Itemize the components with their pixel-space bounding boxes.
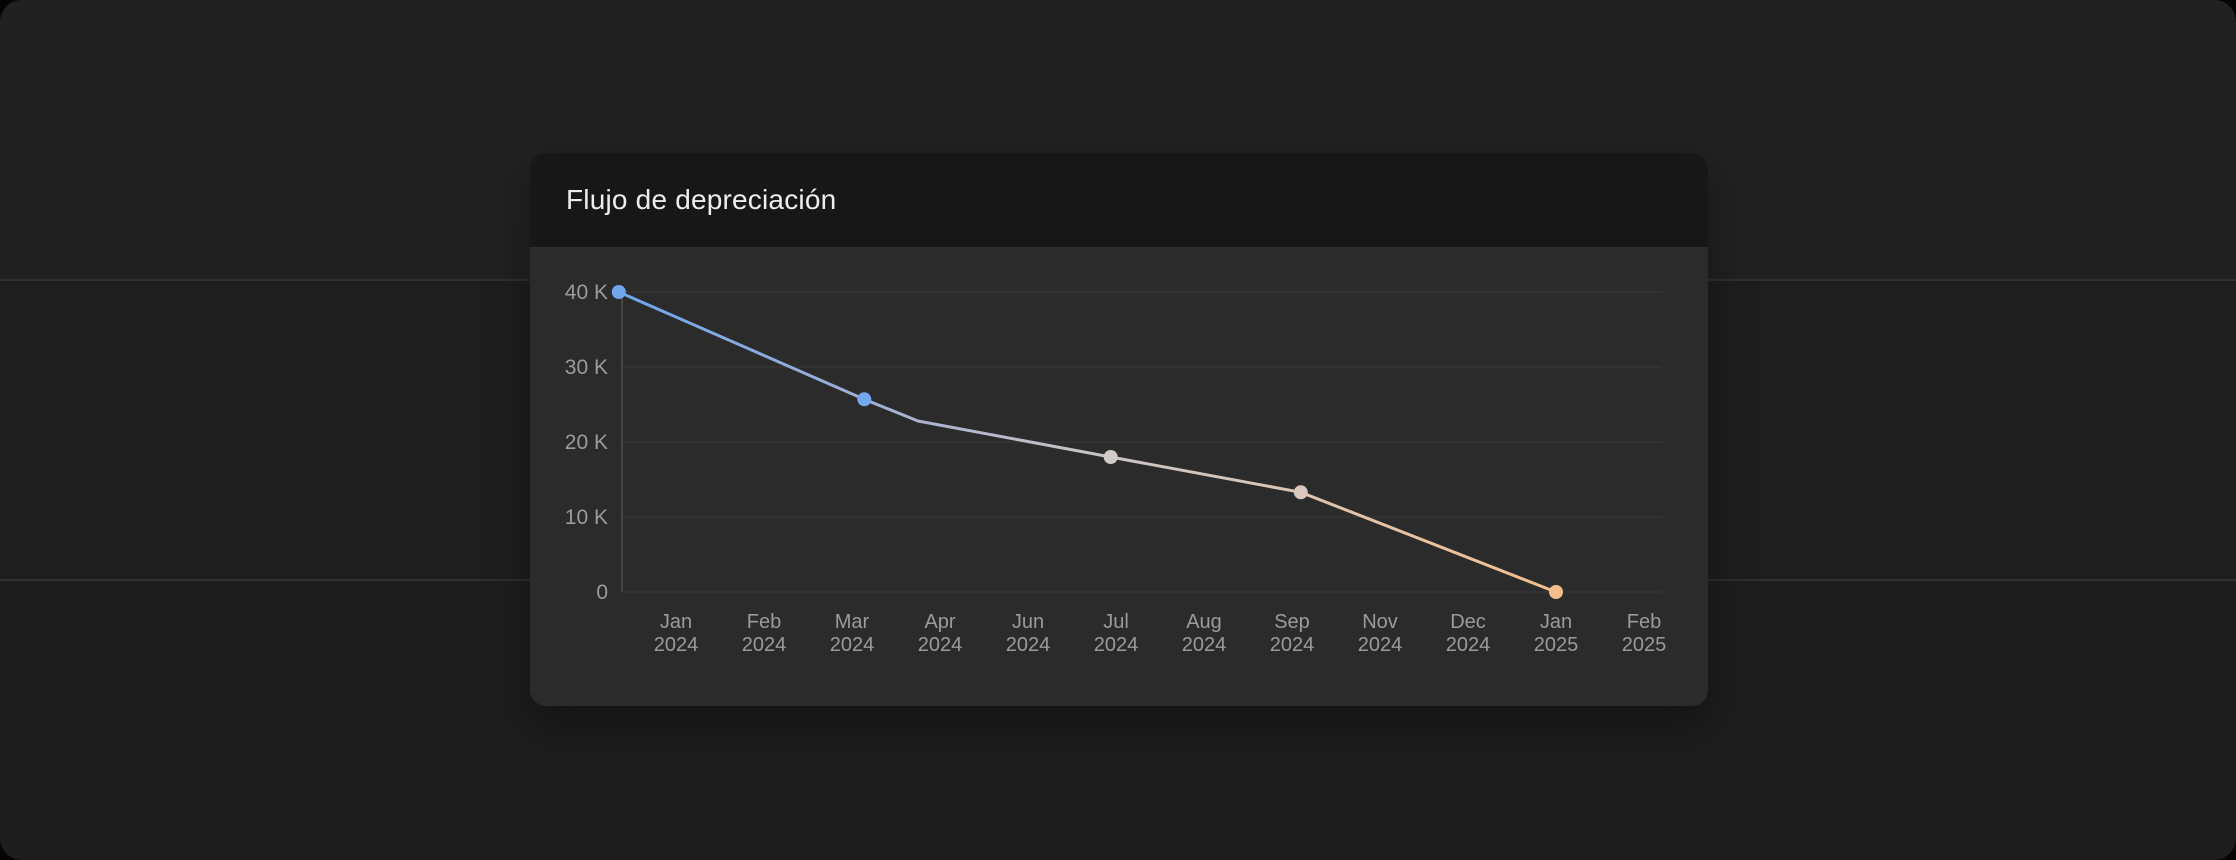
x-axis-year-label: 2024	[1446, 634, 1491, 656]
x-axis-month-label: Feb	[747, 611, 781, 633]
x-axis-year-label: 2024	[1358, 634, 1403, 656]
x-axis-year-label: 2024	[1094, 634, 1139, 656]
data-point-marker[interactable]	[1293, 485, 1308, 500]
x-axis-month-label: Mar	[835, 611, 870, 633]
x-axis-month-label: Jan	[660, 611, 692, 633]
x-axis-month-label: Aug	[1186, 611, 1222, 633]
x-axis-year-label: 2024	[1182, 634, 1227, 656]
x-axis-year-label: 2025	[1622, 634, 1667, 656]
x-axis-month-label: Jul	[1103, 611, 1129, 633]
card-title: Flujo de depreciación	[566, 184, 837, 215]
x-axis-month-label: Dec	[1450, 611, 1486, 633]
depreciation-line-chart[interactable]: 40 K30 K20 K10 K0Jan2024Feb2024Mar2024Ap…	[530, 247, 1708, 706]
data-point-marker[interactable]	[857, 392, 872, 407]
depreciation-card: Flujo de depreciación 40 K 30 K 20 K 10 K 0 J…	[530, 153, 1708, 706]
x-axis-year-label: 2024	[830, 634, 875, 656]
y-axis-label: 30 K	[565, 356, 608, 379]
y-axis-label: 40 K	[565, 281, 608, 304]
data-point-marker[interactable]	[1103, 450, 1118, 464]
y-axis-label: 0	[596, 581, 608, 604]
x-axis-year-label: 2024	[654, 634, 699, 656]
x-axis-month-label: Feb	[1627, 611, 1661, 633]
x-axis-year-label: 2024	[742, 634, 787, 656]
x-axis-month-label: Sep	[1274, 611, 1310, 633]
depreciation-chart[interactable]: 40 K 30 K 20 K 10 K 0 Jan 2024 Feb 2024 Mar 2024 Ap…	[530, 247, 1708, 706]
x-axis-month-label: Jan	[1540, 611, 1572, 633]
x-axis-month-label: Apr	[924, 611, 955, 633]
data-point-marker[interactable]	[1549, 585, 1563, 599]
y-axis-label: 20 K	[565, 431, 608, 454]
depreciation-series-line	[617, 290, 1558, 594]
card-header: Flujo de depreciación	[530, 153, 1708, 247]
y-axis-label: 10 K	[565, 506, 608, 529]
x-axis-year-label: 2024	[1006, 634, 1051, 656]
data-point-marker[interactable]	[611, 285, 626, 299]
x-axis-month-label: Nov	[1362, 611, 1398, 633]
x-axis-month-label: Jun	[1012, 611, 1044, 633]
x-axis-year-label: 2024	[1270, 634, 1315, 656]
x-axis-year-label: 2025	[1534, 634, 1579, 656]
x-axis-year-label: 2024	[918, 634, 963, 656]
